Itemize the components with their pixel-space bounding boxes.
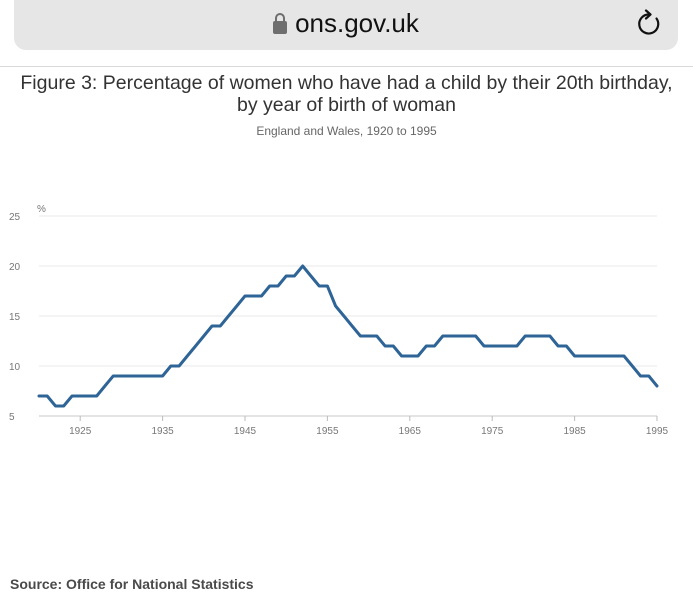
chart-title: Figure 3: Percentage of women who have h… <box>20 72 673 116</box>
url-text: ons.gov.uk <box>295 8 419 38</box>
lock-icon <box>273 13 288 34</box>
y-tick-label: 5 <box>9 412 15 423</box>
divider <box>0 66 693 67</box>
source-note: Source: Office for National Statistics <box>10 576 254 592</box>
chart-subtitle: England and Wales, 1920 to 1995 <box>256 124 437 138</box>
x-tick-label: 1955 <box>316 426 339 437</box>
y-tick-label: 15 <box>9 312 21 323</box>
x-tick-label: 1935 <box>151 426 174 437</box>
x-tick-label: 1975 <box>481 426 504 437</box>
x-tick-label: 1945 <box>234 426 257 437</box>
x-tick-label: 1925 <box>69 426 92 437</box>
y-tick-label: 20 <box>9 262 21 273</box>
x-tick-label: 1985 <box>563 426 586 437</box>
series-line <box>37 264 659 408</box>
x-tick-label: 1965 <box>399 426 422 437</box>
address-bar[interactable]: ons.gov.uk <box>14 0 678 50</box>
y-tick-label: 25 <box>9 212 21 223</box>
y-tick-label: 10 <box>9 362 21 373</box>
x-tick-label: 1995 <box>646 426 669 437</box>
y-axis-label: % <box>37 204 46 215</box>
line-chart: 5 10 15 20 25% 1925 1935 1945 1955 1965 1975 1985 19… <box>9 204 669 437</box>
reload-icon[interactable] <box>634 9 664 39</box>
